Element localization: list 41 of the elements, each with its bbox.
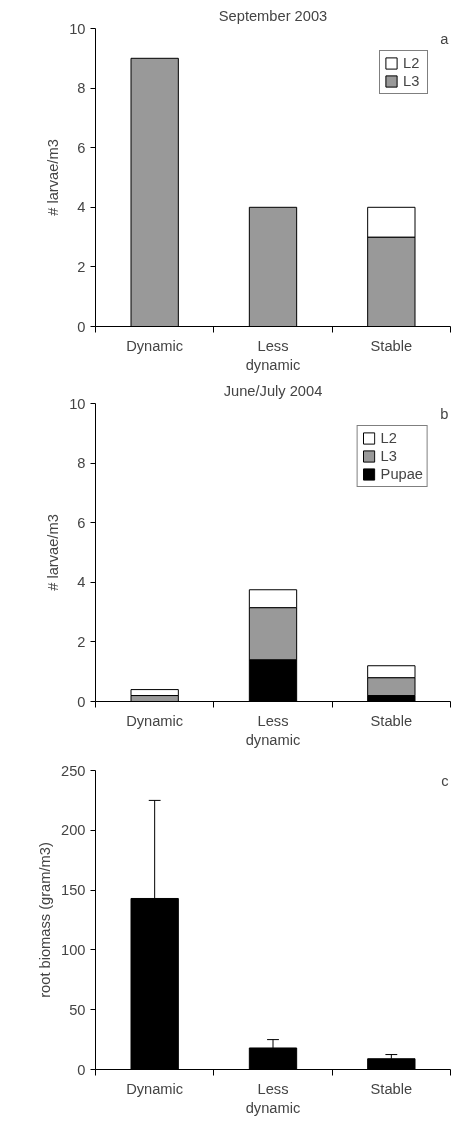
x-tick-label: Dynamic <box>126 1080 184 1097</box>
y-tick-label: 4 <box>77 574 86 591</box>
y-tick-label: 250 <box>61 762 86 779</box>
legend-label: L3 <box>403 73 421 89</box>
annotation: b <box>440 405 449 422</box>
x-tick-label: Dynamic <box>126 337 184 354</box>
y-tick-label: 200 <box>61 822 86 839</box>
y-tick-label: 2 <box>77 258 86 275</box>
chart-title: September 2003 <box>218 7 328 24</box>
y-tick-label: 100 <box>61 941 86 958</box>
legend-label: L2 <box>380 430 398 446</box>
y-tick-label: 0 <box>77 1061 86 1078</box>
x-tick-label: Dynamic <box>126 712 184 729</box>
chart-title: June/July 2004 <box>223 382 323 399</box>
x-tick-label: Less dynamic <box>245 1080 301 1116</box>
legend-label: L2 <box>403 55 421 71</box>
x-tick-label: Less dynamic <box>245 337 301 373</box>
y-tick-label: 0 <box>77 693 86 710</box>
y-tick-label: 8 <box>77 80 86 97</box>
y-tick-label: 150 <box>61 882 86 899</box>
y-tick-label: 10 <box>69 395 86 412</box>
y-tick-label: 6 <box>77 139 86 156</box>
x-tick-label: Stable <box>370 337 413 354</box>
y-tick-label: 10 <box>69 20 86 37</box>
legend-label: Pupae <box>380 466 423 482</box>
y-tick-label: 4 <box>77 199 86 216</box>
x-tick-label: Stable <box>370 1080 413 1097</box>
legend-label: L3 <box>380 448 398 464</box>
y-tick-label: 50 <box>69 1001 86 1018</box>
y-tick-label: 0 <box>77 318 86 335</box>
annotation: c <box>441 772 449 789</box>
y-axis-title: # larvae/m3 <box>45 514 62 591</box>
y-tick-label: 2 <box>77 633 86 650</box>
y-axis-title: root biomass (gram/m3) <box>37 842 54 998</box>
y-axis-title: # larvae/m3 <box>45 139 62 216</box>
x-tick-label: Stable <box>370 712 413 729</box>
x-tick-label: Less dynamic <box>245 712 301 748</box>
y-tick-label: 8 <box>77 455 86 472</box>
bar <box>130 689 179 697</box>
y-tick-label: 6 <box>77 514 86 531</box>
annotation: a <box>440 30 450 47</box>
